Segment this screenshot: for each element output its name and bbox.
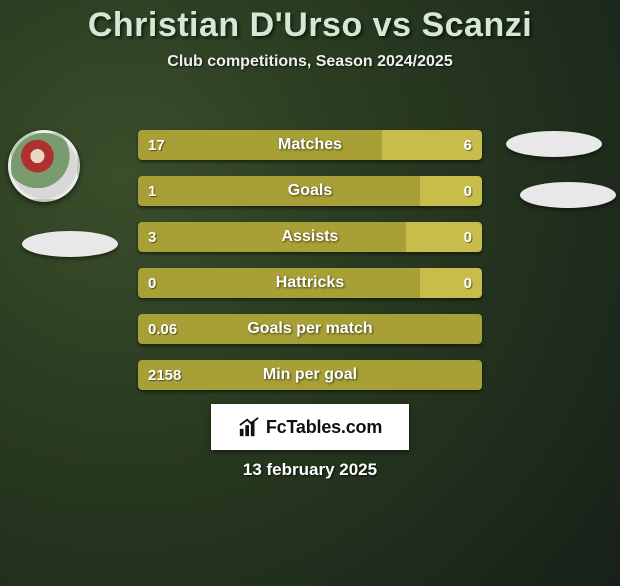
shadow-ellipse-right-2	[520, 182, 616, 208]
page-subtitle: Club competitions, Season 2024/2025	[0, 53, 620, 71]
stat-label: Matches	[138, 130, 482, 160]
player-left-avatar	[8, 130, 80, 202]
comparison-chart: 176Matches 10Goals 30Assists 00Hattricks 0.0…	[138, 130, 482, 406]
stat-label: Hattricks	[138, 268, 482, 298]
stat-label: Goals	[138, 176, 482, 206]
shadow-ellipse-right-1	[506, 131, 602, 157]
fctables-logo-icon	[238, 416, 260, 438]
stat-row: 0.06Goals per match	[138, 314, 482, 344]
shadow-ellipse-left	[22, 231, 118, 257]
logo-text: FcTables.com	[266, 417, 382, 438]
stat-row: 2158Min per goal	[138, 360, 482, 390]
stat-label: Assists	[138, 222, 482, 252]
stat-row: 176Matches	[138, 130, 482, 160]
stat-label: Min per goal	[138, 360, 482, 390]
stat-row: 00Hattricks	[138, 268, 482, 298]
logo-box: FcTables.com	[211, 404, 409, 450]
stat-label: Goals per match	[138, 314, 482, 344]
stat-row: 30Assists	[138, 222, 482, 252]
page-title: Christian D'Urso vs Scanzi	[0, 6, 620, 45]
stat-row: 10Goals	[138, 176, 482, 206]
date-text: 13 february 2025	[0, 460, 620, 480]
